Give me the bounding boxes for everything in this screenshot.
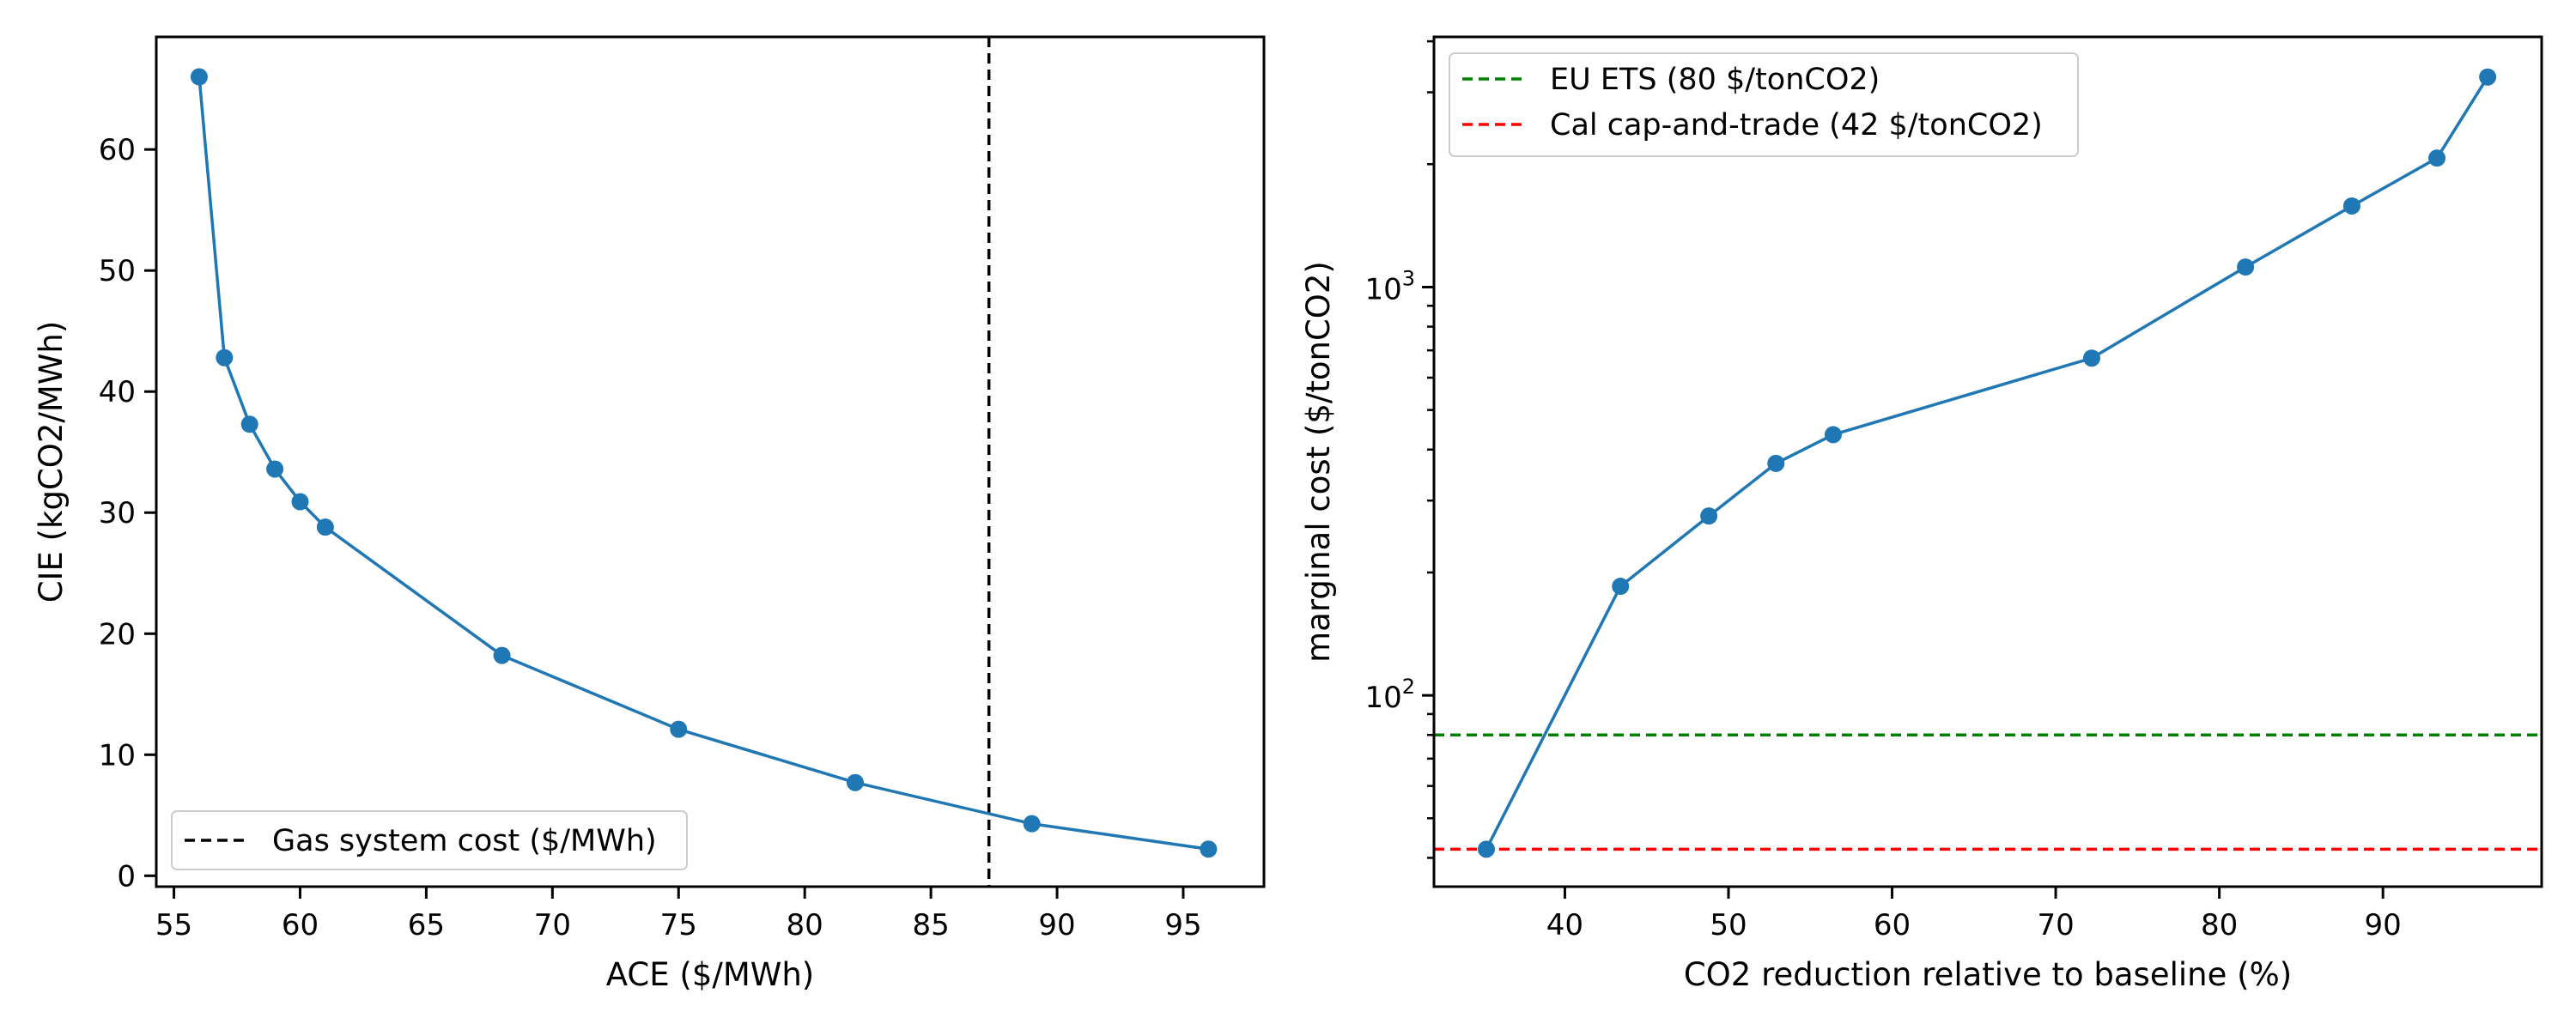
left-data-point (670, 720, 688, 738)
left-data-point (216, 348, 234, 367)
left-data-point (266, 460, 284, 478)
left-legend: Gas system cost ($/MWh) (171, 810, 688, 870)
right-data-point (1767, 454, 1785, 472)
left-axes-frame (155, 35, 1266, 888)
right-x-tick-label: 80 (2201, 908, 2238, 942)
left-y-tick-label: 0 (117, 859, 136, 894)
left-y-tick-label: 20 (99, 617, 136, 651)
right-x-tick-label: 70 (2037, 908, 2074, 942)
right-y-tick-label: 102 (1364, 675, 1415, 715)
right-x-tick-label: 40 (1546, 908, 1583, 942)
right-data-point (2342, 197, 2360, 215)
right-x-tick-label: 90 (2365, 908, 2402, 942)
right-legend-label-eu-ets: EU ETS (80 $/tonCO2) (1550, 63, 1880, 97)
left-ticks: 55 60 65 70 75 80 85 90 95 0 10 20 30 40 50 60 (99, 133, 1202, 942)
left-y-tick-label: 60 (99, 133, 136, 167)
left-legend-label-gas-cost: Gas system cost ($/MWh) (272, 824, 657, 858)
left-x-tick-label: 55 (155, 908, 192, 942)
left-plot-area (190, 37, 1218, 887)
right-y-axis-label: marginal cost ($/tonCO2) (1300, 261, 1337, 663)
left-chart: 55 60 65 70 75 80 85 90 95 0 10 20 30 40 50 60 ACE ($/M… (33, 35, 1266, 993)
right-x-tick-label: 50 (1710, 908, 1747, 942)
left-y-tick-label: 10 (99, 738, 136, 772)
right-data-point (1477, 840, 1495, 858)
right-y-tick-label: 103 (1364, 266, 1415, 306)
right-data-point (2082, 349, 2100, 367)
left-x-axis-label: ACE ($/MWh) (606, 956, 814, 993)
right-x-tick-label: 60 (1874, 908, 1911, 942)
left-data-point (493, 646, 511, 664)
left-x-tick-label: 90 (1038, 908, 1075, 942)
right-data-point (2479, 68, 2497, 86)
right-legend-label-cal-cap-and-trade: Cal cap-and-trade (42 $/tonCO2) (1550, 108, 2043, 142)
left-data-point (1023, 815, 1041, 833)
left-y-tick-label: 40 (99, 375, 136, 409)
right-data-point (2237, 258, 2255, 276)
left-x-tick-label: 70 (534, 908, 571, 942)
left-data-point (1200, 840, 1218, 858)
left-data-point (291, 493, 309, 511)
left-x-tick-label: 65 (408, 908, 445, 942)
right-series-line (1485, 76, 2489, 851)
right-plot-area (1434, 68, 2542, 858)
right-legend-box (1449, 52, 2079, 157)
right-data-point (1612, 578, 1630, 596)
right-data-point (2428, 149, 2446, 167)
left-y-tick-label: 50 (99, 254, 136, 288)
right-x-axis-label: CO2 reduction relative to baseline (%) (1684, 956, 2292, 993)
right-ticks: 40 50 60 70 80 90 102 103 (1364, 39, 2402, 942)
left-legend-box (171, 810, 688, 870)
left-x-tick-label: 85 (912, 908, 949, 942)
left-x-tick-label: 75 (660, 908, 697, 942)
left-data-point (190, 68, 208, 86)
left-x-tick-label: 60 (282, 908, 319, 942)
right-data-point (1700, 507, 1718, 525)
left-data-point (316, 518, 334, 536)
left-y-axis-label: CIE (kgCO2/MWh) (33, 321, 70, 603)
left-x-tick-label: 80 (787, 908, 823, 942)
left-y-tick-label: 30 (99, 496, 136, 530)
left-data-point (846, 773, 864, 791)
left-series-line (197, 76, 1209, 851)
left-x-tick-label: 95 (1164, 908, 1201, 942)
left-data-point (240, 415, 258, 433)
right-legend: EU ETS (80 $/tonCO2) Cal cap-and-trade (… (1449, 52, 2079, 157)
right-chart: 40 50 60 70 80 90 102 103 CO2 reduction relativ… (1300, 35, 2543, 993)
right-axes-frame (1432, 35, 2543, 888)
right-data-point (1824, 426, 1842, 444)
